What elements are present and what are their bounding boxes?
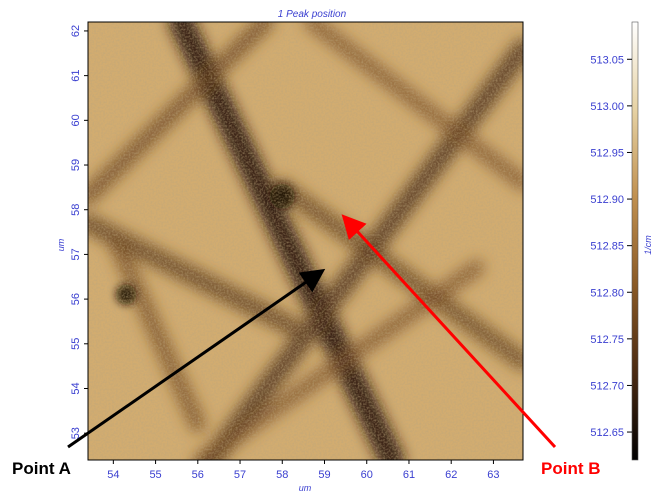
colorbar-tick-label: 512.65 <box>590 427 624 439</box>
x-tick-label: 62 <box>445 469 457 481</box>
x-axis-label: um <box>299 483 312 492</box>
y-tick-label: 61 <box>70 70 82 82</box>
annotation-label: Point A <box>12 459 71 478</box>
x-axis: 54 55 56 57 58 59 60 61 62 63 <box>107 460 500 481</box>
y-axis: 53 54 55 56 57 58 59 60 61 62 <box>70 25 88 439</box>
x-tick-label: 56 <box>192 469 204 481</box>
plot-frame <box>87 21 524 461</box>
annotations: Point A Point B <box>12 214 601 478</box>
y-tick-label: 55 <box>70 338 82 350</box>
y-tick-label: 60 <box>70 114 82 126</box>
y-axis-label: um <box>56 238 66 251</box>
y-tick-label: 62 <box>70 25 82 37</box>
x-tick-label: 54 <box>107 469 119 481</box>
x-tick-label: 59 <box>318 469 330 481</box>
colorbar-tick-label: 512.90 <box>590 194 624 206</box>
colorbar-tick-label: 512.70 <box>590 380 624 392</box>
y-tick-label: 58 <box>70 204 82 216</box>
annotation-label: Point B <box>541 459 601 478</box>
x-tick-label: 58 <box>276 469 288 481</box>
colorbar-tick-label: 512.75 <box>590 334 624 346</box>
colorbar-tick-label: 513.00 <box>590 101 624 113</box>
colorbar <box>631 21 639 461</box>
y-tick-label: 57 <box>70 248 82 260</box>
x-tick-label: 57 <box>234 469 246 481</box>
heatmap-image <box>88 22 523 460</box>
annotation-arrow <box>67 268 326 449</box>
colorbar-label: 1/cm <box>643 235 653 255</box>
annotation-arrow <box>341 214 557 449</box>
y-tick-label: 59 <box>70 159 82 171</box>
colorbar-tick-label: 512.85 <box>590 241 624 253</box>
y-tick-label: 56 <box>70 293 82 305</box>
x-tick-label: 61 <box>403 469 415 481</box>
colorbar-ticks: 513.05 513.00 512.95 512.90 512.85 512.80 512.… <box>590 54 632 439</box>
x-tick-label: 55 <box>149 469 161 481</box>
y-tick-label: 54 <box>70 382 82 394</box>
y-tick-label: 53 <box>70 427 82 439</box>
chart-title: 1 Peak position <box>278 9 347 20</box>
x-tick-label: 60 <box>361 469 373 481</box>
colorbar-tick-label: 513.05 <box>590 54 624 66</box>
colorbar-tick-label: 512.80 <box>590 287 624 299</box>
x-tick-label: 63 <box>487 469 499 481</box>
colorbar-tick-label: 512.95 <box>590 147 624 159</box>
heatmap-texture <box>88 22 523 460</box>
